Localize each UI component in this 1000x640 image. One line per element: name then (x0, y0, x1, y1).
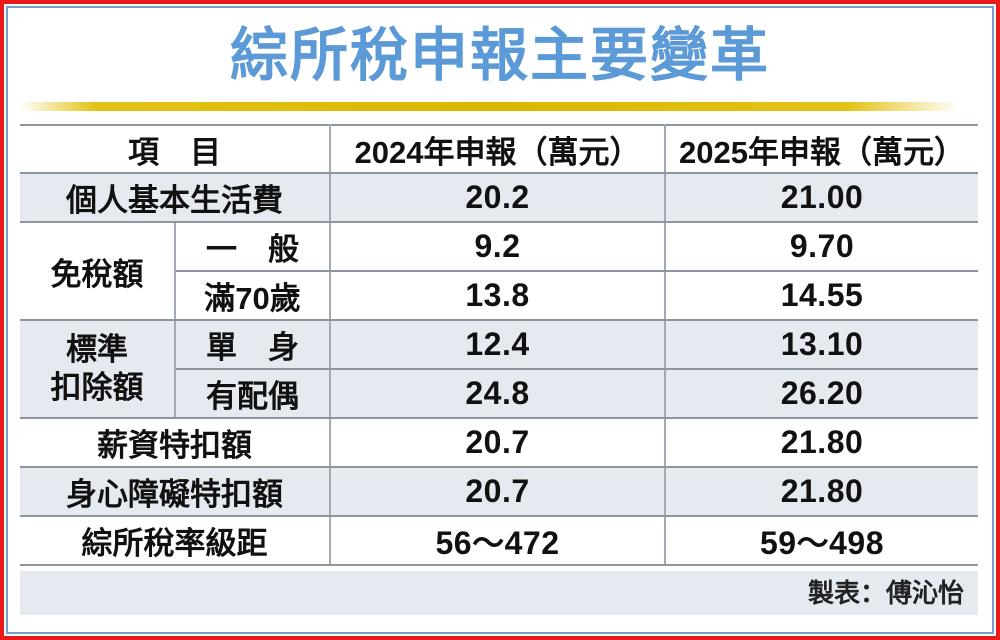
value-2025: 13.10 (664, 319, 978, 370)
value-2025: 21.00 (664, 172, 978, 223)
table-row: 身心障礙特扣額 20.7 21.80 (20, 466, 978, 517)
group-label-line2: 扣除額 (50, 370, 144, 405)
row-label: 單 身 (174, 319, 331, 370)
gold-divider-line (20, 102, 960, 111)
credit-text: 製表：傅沁怡 (807, 578, 964, 608)
value-2025: 26.20 (664, 368, 978, 419)
page-title: 綜所稅申報主要變革 (229, 23, 770, 88)
value-2024: 20.2 (329, 172, 666, 223)
tax-comparison-table: 項 目 2024年申報（萬元） 2025年申報（萬元） 個人基本生活費 20.2… (20, 124, 978, 566)
value-2025: 21.80 (664, 417, 978, 468)
group-label-standard-deduction: 標準 扣除額 (20, 319, 176, 419)
row-label: 薪資特扣額 (20, 417, 331, 468)
table-row: 薪資特扣額 20.7 21.80 (20, 417, 978, 468)
table-row: 有配偶 24.8 26.20 (20, 368, 978, 419)
column-header-item: 項 目 (20, 124, 331, 174)
table-row: 綜所稅率級距 56～472 59～498 (20, 515, 978, 566)
table-row: 滿70歲 13.8 14.55 (20, 270, 978, 321)
value-2024: 9.2 (329, 221, 666, 272)
column-header-2025: 2025年申報（萬元） (664, 124, 978, 174)
column-header-2024: 2024年申報（萬元） (329, 124, 666, 174)
value-2025: 9.70 (664, 221, 978, 272)
value-2024: 12.4 (329, 319, 666, 370)
table-row: 免稅額 一 般 9.2 9.70 (20, 221, 978, 321)
value-2025: 14.55 (664, 270, 978, 321)
row-label: 滿70歲 (174, 270, 331, 321)
group-label-line1: 標準 (66, 332, 128, 367)
group-label-exemption: 免稅額 (20, 221, 176, 321)
row-label: 綜所稅率級距 (20, 515, 331, 566)
row-label: 有配偶 (174, 368, 331, 419)
value-2024: 13.8 (329, 270, 666, 321)
value-2024: 20.7 (329, 466, 666, 517)
table-row: 個人基本生活費 20.2 21.00 (20, 172, 978, 223)
row-label: 個人基本生活費 (20, 172, 331, 223)
value-2025: 21.80 (664, 466, 978, 517)
value-2024: 24.8 (329, 368, 666, 419)
value-2024: 20.7 (329, 417, 666, 468)
row-label: 一 般 (174, 221, 331, 272)
credit-bar: 製表：傅沁怡 (20, 571, 978, 615)
row-label: 身心障礙特扣額 (20, 466, 331, 517)
value-2025: 59～498 (664, 515, 978, 566)
table-row: 標準 扣除額 單 身 12.4 13.10 (20, 319, 978, 419)
value-2024: 56～472 (329, 515, 666, 566)
table-header-row: 項 目 2024年申報（萬元） 2025年申報（萬元） (20, 124, 978, 174)
